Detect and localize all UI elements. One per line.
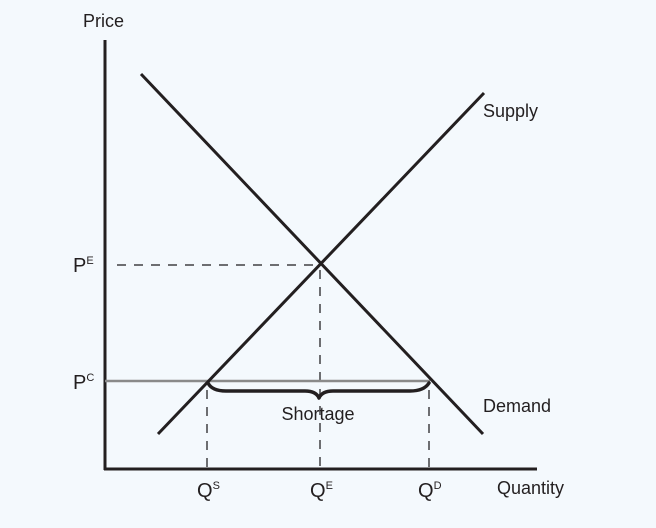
equilibrium-price-label: PE bbox=[73, 255, 94, 277]
quantity-supplied-label: QS bbox=[197, 480, 220, 502]
supply-curve bbox=[156, 91, 486, 436]
equilibrium-quantity-label: QE bbox=[310, 480, 333, 502]
demand-curve bbox=[139, 72, 485, 436]
shortage-brace bbox=[206, 381, 431, 400]
y-axis-label: Price bbox=[83, 11, 124, 31]
demand-label: Demand bbox=[483, 396, 551, 416]
x-axis-label: Quantity bbox=[497, 478, 564, 498]
supply-label: Supply bbox=[483, 101, 538, 121]
ceiling-price-label: PC bbox=[73, 372, 94, 394]
quantity-demanded-label: QD bbox=[418, 480, 442, 502]
shortage-label: Shortage bbox=[281, 404, 354, 424]
